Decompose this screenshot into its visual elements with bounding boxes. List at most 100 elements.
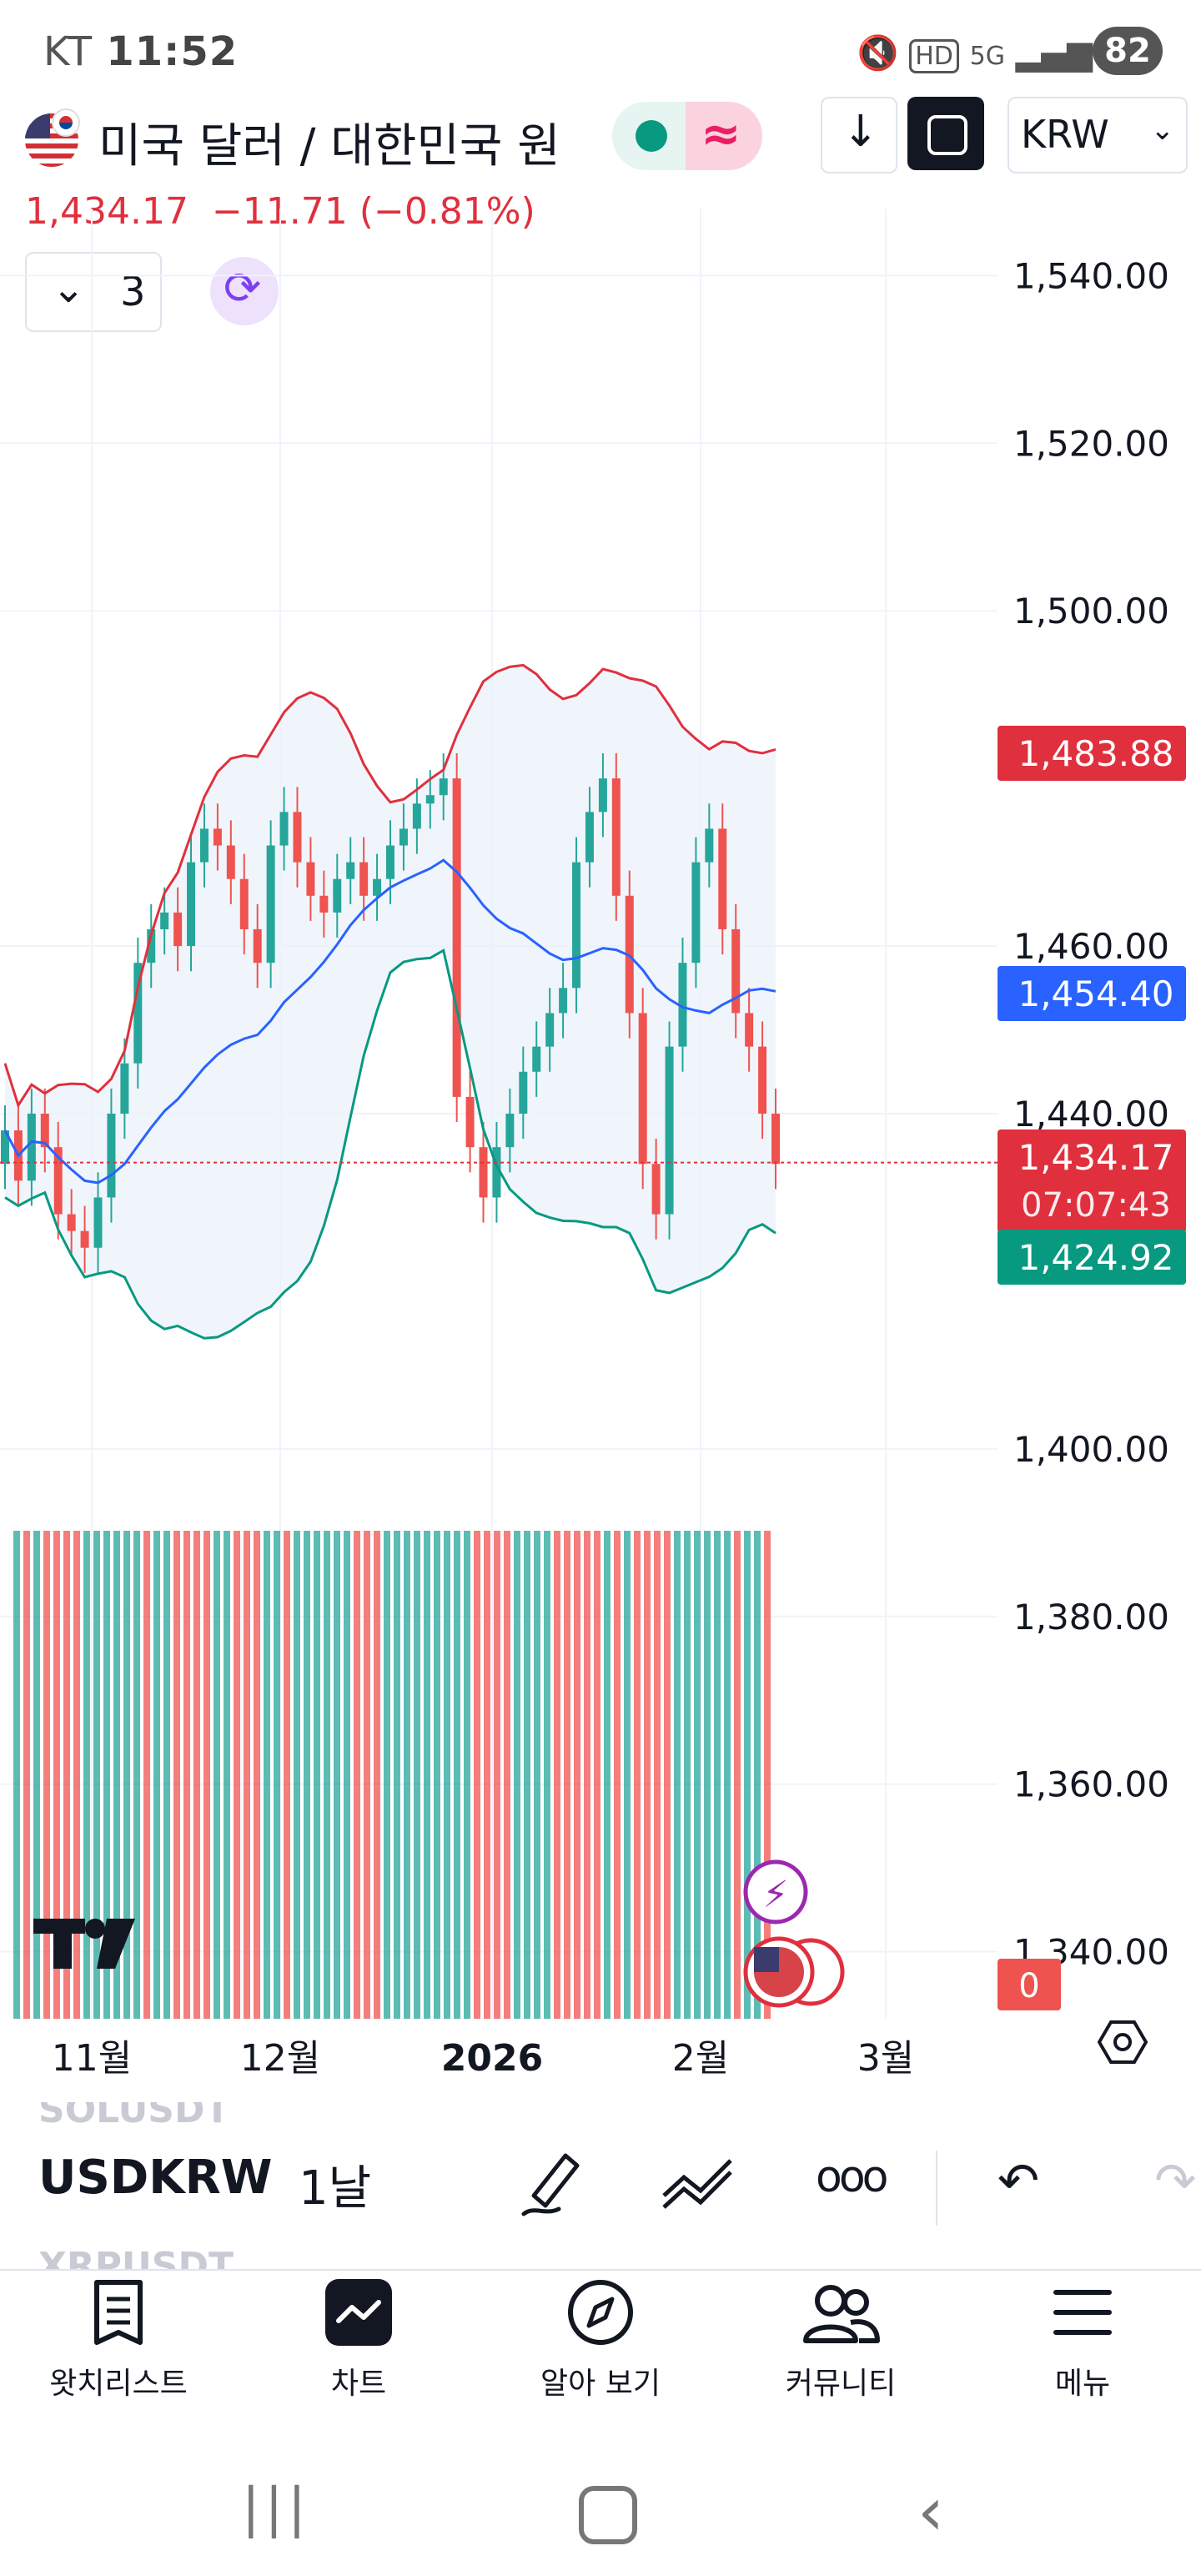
candle-body — [266, 845, 275, 963]
last-price-tag-text: 1,434.17 — [1018, 1137, 1173, 1178]
price-chart[interactable]: 1,540.00 1,520.00 1,500.00 1,460.00 1,440.00… — [0, 209, 1201, 2102]
x-tick-label: 11월 — [52, 2037, 132, 2080]
kr-flag-badge-icon — [52, 108, 80, 137]
market-status-pill[interactable]: ≈ — [612, 102, 762, 170]
volume-bar — [394, 1531, 400, 2019]
volume-bar — [224, 1531, 230, 2019]
last-price-tag: 1,434.17 07:07:43 — [997, 1130, 1186, 1233]
battery-indicator: 82 — [1093, 27, 1163, 75]
candle-body — [173, 912, 183, 947]
currency-select[interactable]: KRW ⌄ — [1008, 97, 1188, 174]
candle-body — [239, 878, 249, 929]
candle-body — [412, 803, 421, 829]
candle-body — [479, 1147, 488, 1198]
interval-selector[interactable]: 1날 — [299, 2161, 372, 2216]
trend-line-icon[interactable] — [659, 2149, 736, 2216]
chart-toolbar: SOLUSDT USDKRW 1날 XRPUSDT ooo ↶ ↷ — [0, 2102, 1201, 2269]
chart-settings-icon[interactable] — [1097, 2020, 1148, 2064]
volume-bar — [434, 1531, 440, 2019]
candle-body — [133, 963, 143, 1064]
volume-bar — [123, 1531, 130, 2019]
candle-body — [745, 1013, 754, 1047]
nav-watchlist[interactable]: 왓치리스트 — [27, 2277, 210, 2402]
volume-bar — [324, 1531, 330, 2019]
volume-bar — [594, 1531, 600, 2019]
candle-body — [505, 1114, 515, 1148]
bollinger-middle-line — [3, 858, 776, 1185]
volume-bar — [254, 1531, 260, 2019]
volume-bar — [133, 1531, 140, 2019]
currency-select-value: KRW — [1021, 112, 1109, 157]
candle-body — [452, 778, 461, 1097]
hd-icon: HD — [909, 39, 959, 73]
refresh-button[interactable]: ⟳ — [210, 257, 279, 325]
more-tools-icon[interactable]: ooo — [816, 2152, 888, 2202]
candle-body — [120, 1063, 129, 1114]
download-button[interactable]: ↓ — [821, 97, 897, 174]
countdown-text: 07:07:43 — [1021, 1186, 1171, 1225]
volume-bar — [83, 1531, 90, 2019]
symbol-selector[interactable]: USDKRW — [38, 2151, 273, 2205]
symbol-below[interactable]: XRPUSDT — [38, 2245, 234, 2269]
volume-bar — [163, 1531, 170, 2019]
candle-body — [731, 928, 741, 1014]
nav-chart[interactable]: 차트 — [267, 2277, 450, 2402]
nav-community[interactable]: 커뮤니티 — [749, 2277, 932, 2402]
nav-community-label: 커뮤니티 — [785, 2367, 897, 2401]
volume-bar — [734, 1531, 741, 2019]
y-tick-label: 1,400.00 — [1013, 1429, 1169, 1470]
volume-bar — [193, 1531, 200, 2019]
y-tick-label: 1,520.00 — [1013, 423, 1169, 464]
y-tick-label: 1,540.00 — [1013, 255, 1169, 296]
symbol-title[interactable]: 미국 달러 / 대한민국 원 — [98, 119, 560, 174]
status-bar: KT 11:52 🔇 HD 5G ▂▄▆ 82 — [0, 0, 1201, 100]
home-icon[interactable] — [579, 2486, 637, 2544]
volume-bar — [314, 1531, 320, 2019]
volume-tag: 0 — [997, 1959, 1061, 2010]
nav-menu[interactable]: 메뉴 — [991, 2277, 1174, 2402]
volume-bar — [704, 1531, 711, 2019]
volume-bar — [424, 1531, 430, 2019]
volume-bar — [624, 1531, 631, 2019]
economic-event-flag-icon[interactable] — [743, 1936, 845, 2008]
symbol-above[interactable]: SOLUSDT — [38, 2102, 230, 2131]
tradingview-logo — [33, 1919, 135, 1969]
volume-bar — [143, 1531, 150, 2019]
volume-bar — [744, 1531, 751, 2019]
undo-icon[interactable]: ↶ — [997, 2152, 1040, 2211]
nav-explore[interactable]: 알아 보기 — [509, 2277, 692, 2402]
candle-body — [638, 1013, 647, 1165]
volume-bar — [694, 1531, 701, 2019]
candle-body — [559, 988, 568, 1014]
price-change-percent: (−0.81%) — [359, 190, 535, 233]
volume-bar — [204, 1531, 210, 2019]
fullscreen-button[interactable] — [907, 97, 984, 170]
watchlist-icon — [94, 2280, 143, 2345]
volume-bar — [524, 1531, 530, 2019]
event-lightning-icon[interactable]: ⚡ — [743, 1859, 808, 1924]
candle-body — [492, 1147, 501, 1198]
system-navigation-bar: ||| ‹ — [0, 2461, 1201, 2576]
back-icon[interactable]: ‹ — [917, 2473, 944, 2550]
nav-menu-label: 메뉴 — [1054, 2367, 1111, 2401]
bottom-navigation — [0, 2269, 1201, 2463]
y-tick-label: 1,360.00 — [1013, 1764, 1169, 1805]
volume-bar — [274, 1531, 280, 2019]
refresh-icon: ⟳ — [224, 262, 262, 314]
volume-bar — [664, 1531, 671, 2019]
candle-body — [386, 845, 394, 879]
volume-bar — [93, 1531, 100, 2019]
volume-bar — [544, 1531, 550, 2019]
candle-body — [67, 1214, 76, 1231]
drawing-pen-icon[interactable] — [517, 2144, 587, 2219]
volume-bar — [53, 1531, 60, 2019]
redo-icon[interactable]: ↷ — [1154, 2152, 1197, 2211]
candle-body — [572, 862, 581, 989]
recent-apps-icon[interactable]: ||| — [242, 2478, 311, 2539]
volume-bar — [63, 1531, 70, 2019]
candle-body — [519, 1071, 528, 1114]
status-carrier: KT 11:52 — [43, 28, 239, 75]
nav-explore-label: 알아 보기 — [540, 2367, 661, 2401]
candle-body — [293, 812, 302, 863]
svg-text:⚡: ⚡ — [763, 1874, 789, 1916]
